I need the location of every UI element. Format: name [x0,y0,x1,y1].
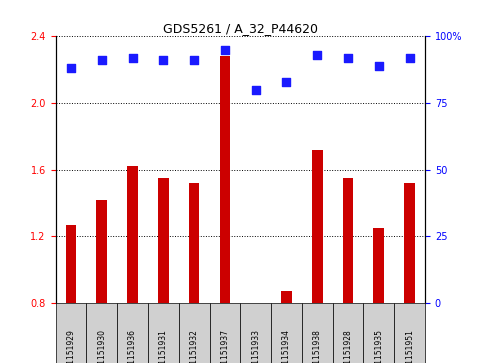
Title: GDS5261 / A_32_P44620: GDS5261 / A_32_P44620 [163,22,318,35]
Text: GSM1151938: GSM1151938 [313,329,322,363]
Bar [281,291,292,303]
Text: GSM1151928: GSM1151928 [343,330,353,363]
Point [344,55,352,61]
Bar [373,228,384,303]
Point [98,57,106,63]
Text: GSM1151932: GSM1151932 [190,329,199,363]
Point [159,57,167,63]
Text: GSM1151937: GSM1151937 [220,329,229,363]
Text: GSM1151930: GSM1151930 [97,329,106,363]
Point [190,57,198,63]
Point [406,55,413,61]
Text: GSM1151951: GSM1151951 [405,329,414,363]
Bar [312,150,323,303]
Bar [127,166,138,303]
Bar [342,178,354,303]
Bar [219,56,230,303]
Point [221,47,229,53]
Bar [158,178,169,303]
Text: GSM1151933: GSM1151933 [251,329,260,363]
Bar [66,225,76,303]
Bar [404,183,415,303]
Point [313,52,321,58]
Point [252,87,259,93]
Point [283,79,290,85]
Bar [189,183,199,303]
Text: GSM1151931: GSM1151931 [159,329,168,363]
Point [67,65,75,71]
Text: GSM1151929: GSM1151929 [67,329,75,363]
Point [128,55,136,61]
Bar [96,200,107,303]
Text: GSM1151934: GSM1151934 [282,329,291,363]
Point [375,63,383,69]
Text: GSM1151936: GSM1151936 [128,329,137,363]
Text: GSM1151935: GSM1151935 [374,329,384,363]
